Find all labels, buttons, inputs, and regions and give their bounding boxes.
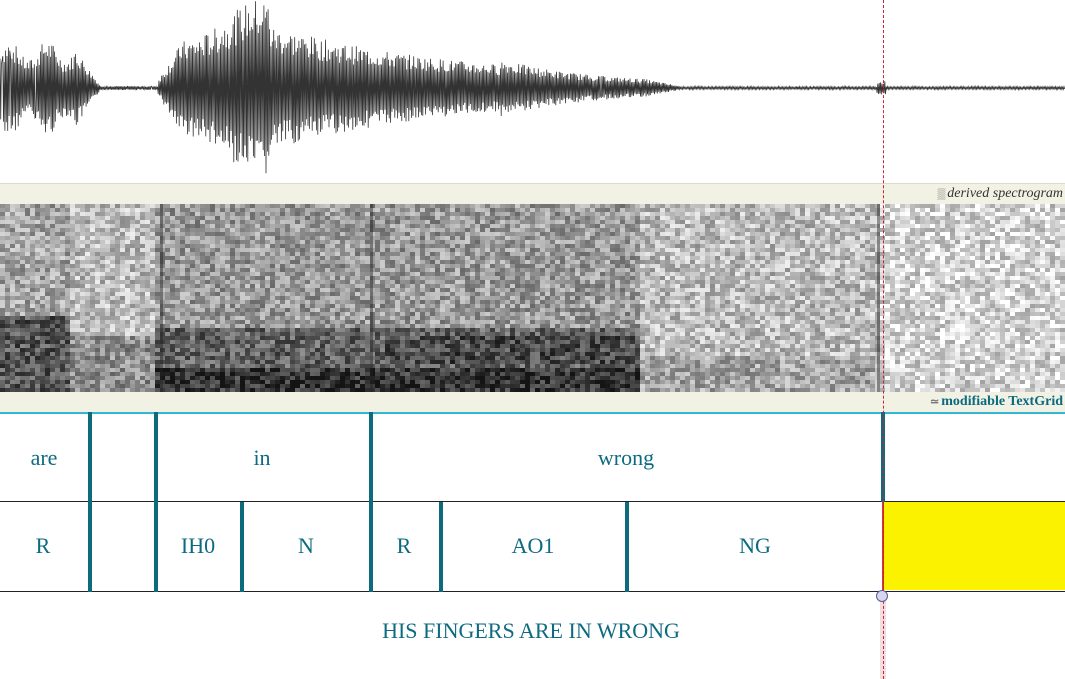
phone-interval-label[interactable]: R: [396, 533, 412, 558]
word-boundary[interactable]: [88, 412, 92, 592]
textgrid-label-bar: ≃ modifiable TextGrid: [0, 392, 1065, 412]
word-boundary[interactable]: [369, 412, 373, 592]
textgrid-top-border: [0, 412, 1065, 414]
spectrogram-svg: [0, 204, 1065, 392]
word-boundary[interactable]: [154, 412, 158, 592]
time-cursor-line[interactable]: [883, 0, 884, 679]
selected-interval[interactable]: [884, 502, 1065, 590]
waveform-svg: [0, 1, 1065, 174]
waveform-panel[interactable]: [0, 0, 1065, 183]
phone-boundary[interactable]: [439, 502, 443, 592]
spectrogram-label: ▒ derived spectrogram: [937, 186, 1063, 201]
phone-interval-label[interactable]: N: [298, 533, 314, 558]
spectrogram-icon: ▒: [937, 188, 946, 200]
phone-interval-label[interactable]: AO1: [511, 533, 555, 558]
word-interval-label[interactable]: are: [30, 445, 58, 470]
spectrogram-panel[interactable]: [0, 204, 1065, 392]
word-interval-label[interactable]: wrong: [597, 445, 655, 470]
phone-interval-label[interactable]: IH0: [180, 533, 216, 558]
phone-interval-label[interactable]: R: [35, 533, 51, 558]
spectrogram-label-bar: ▒ derived spectrogram: [0, 183, 1065, 205]
word-interval-label[interactable]: in: [253, 445, 271, 470]
phone-boundary[interactable]: [240, 502, 244, 592]
phone-interval-label[interactable]: NG: [739, 533, 771, 558]
tier-divider-phone-sentence: [0, 591, 1065, 592]
cursor-handle-icon[interactable]: [876, 590, 888, 602]
phone-boundary[interactable]: [625, 502, 629, 592]
sentence-interval-label[interactable]: HIS FINGERS ARE IN WRONG: [382, 618, 680, 643]
textgrid-icon: ≃: [930, 396, 940, 408]
textgrid-label: ≃ modifiable TextGrid: [930, 394, 1063, 409]
waveform-trace: [0, 1, 1065, 174]
tier-divider-word-phone: [0, 501, 1065, 502]
